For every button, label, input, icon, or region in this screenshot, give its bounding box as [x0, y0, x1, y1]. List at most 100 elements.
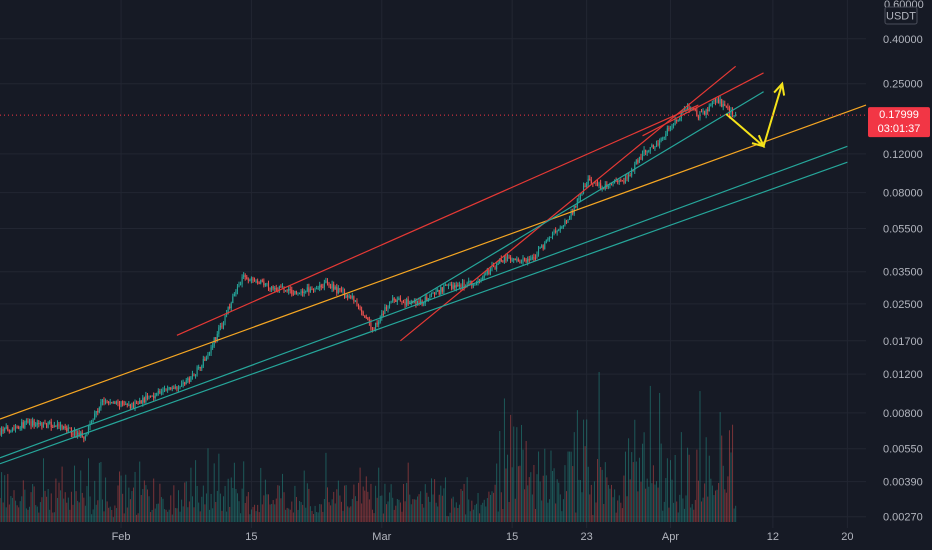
volume-bar [531, 494, 533, 522]
candle-body [457, 284, 459, 286]
candle-body [705, 109, 707, 115]
volume-bar [552, 471, 554, 522]
volume-bar [235, 488, 237, 522]
candle-body [401, 301, 403, 303]
candle-body [735, 114, 737, 116]
volume-bar [465, 514, 467, 522]
volume-bar [635, 461, 637, 522]
volume-bar [593, 481, 595, 522]
candle-body [339, 288, 341, 290]
candle-body [236, 286, 238, 292]
candle-body [446, 284, 448, 286]
volume-bar [269, 504, 271, 522]
candle-body [205, 357, 207, 361]
candle-body [683, 109, 685, 111]
volume-bar [15, 500, 17, 522]
candle-body [104, 401, 107, 403]
candle-body [497, 263, 499, 265]
volume-bar [367, 491, 369, 522]
x-tick-label: 20 [841, 531, 853, 543]
volume-bar [261, 504, 263, 522]
candle-body [184, 382, 186, 385]
volume-bar [201, 496, 203, 522]
volume-bar [494, 484, 496, 522]
volume-bar [443, 488, 445, 522]
volume-bar [688, 454, 690, 522]
volume-bar [21, 496, 23, 522]
candle-body [129, 404, 131, 408]
currency-badge[interactable] [884, 6, 918, 25]
candle-body [641, 153, 644, 160]
volume-bar [274, 504, 276, 522]
volume-bar [600, 467, 602, 522]
candle-body [272, 286, 274, 289]
volume-bar [429, 501, 431, 522]
volume-bar [517, 466, 519, 522]
volume-bar [477, 493, 479, 522]
volume-bar [142, 489, 144, 522]
volume-bar [697, 480, 699, 522]
volume-bar [707, 496, 709, 522]
candle-body [615, 181, 617, 183]
volume-bar [101, 499, 103, 522]
volume-bar [488, 491, 490, 522]
volume-bar [598, 372, 600, 522]
volume-bar [376, 497, 378, 522]
candle-body [146, 395, 148, 399]
candle-body [16, 426, 18, 428]
candle-body [263, 281, 265, 286]
volume-bar [103, 511, 105, 522]
volume-bar [81, 492, 83, 522]
candle-body [190, 376, 192, 382]
candle-body [503, 255, 505, 262]
volume-bar [328, 502, 330, 522]
candle-body [94, 413, 96, 420]
volume-bar [258, 512, 260, 522]
candle-body [55, 425, 57, 427]
candle-body [151, 395, 153, 397]
candle-body [340, 289, 342, 292]
volume-bar [451, 498, 453, 522]
candle-body [395, 299, 397, 302]
volume-bar [159, 483, 161, 522]
volume-bar [305, 507, 307, 522]
candle-body [73, 429, 76, 436]
candle-body [556, 230, 558, 233]
y-axis[interactable]: 0.60000 USDT 0.40000 0.25000 0.12000 0.0800… [883, 0, 924, 524]
volume-bar [252, 506, 254, 522]
volume-bar [86, 486, 88, 522]
volume-bar [207, 448, 209, 522]
volume-bar [493, 492, 495, 522]
volume-bar [22, 480, 24, 522]
volume-bar [423, 507, 425, 522]
candle-body [609, 184, 611, 186]
candle-body [539, 246, 541, 249]
candle-body [137, 403, 139, 405]
candle-body [193, 373, 195, 377]
volume-bar [446, 515, 448, 522]
volume-bar [694, 499, 696, 522]
volume-bar [528, 477, 530, 522]
candle-body [364, 315, 366, 318]
x-tick-label: Feb [112, 531, 131, 543]
candle-body [718, 99, 720, 104]
candle-body [261, 280, 263, 282]
volume-bar [545, 475, 547, 522]
candle-body [505, 255, 507, 261]
candle-body [651, 144, 653, 148]
candle-body [533, 257, 535, 259]
volume-bar [89, 496, 91, 522]
volume-bar [345, 485, 347, 522]
volume-bar [534, 508, 536, 522]
candle-body [316, 288, 318, 290]
volume-bar [677, 512, 679, 522]
candle-body [451, 284, 453, 289]
volume-bar [628, 438, 630, 522]
candle-body [368, 320, 370, 323]
candle-body [188, 378, 190, 382]
candle-body [142, 397, 144, 404]
volume-bar [39, 502, 41, 522]
candle-body [354, 300, 356, 302]
volume-bar [434, 479, 436, 522]
